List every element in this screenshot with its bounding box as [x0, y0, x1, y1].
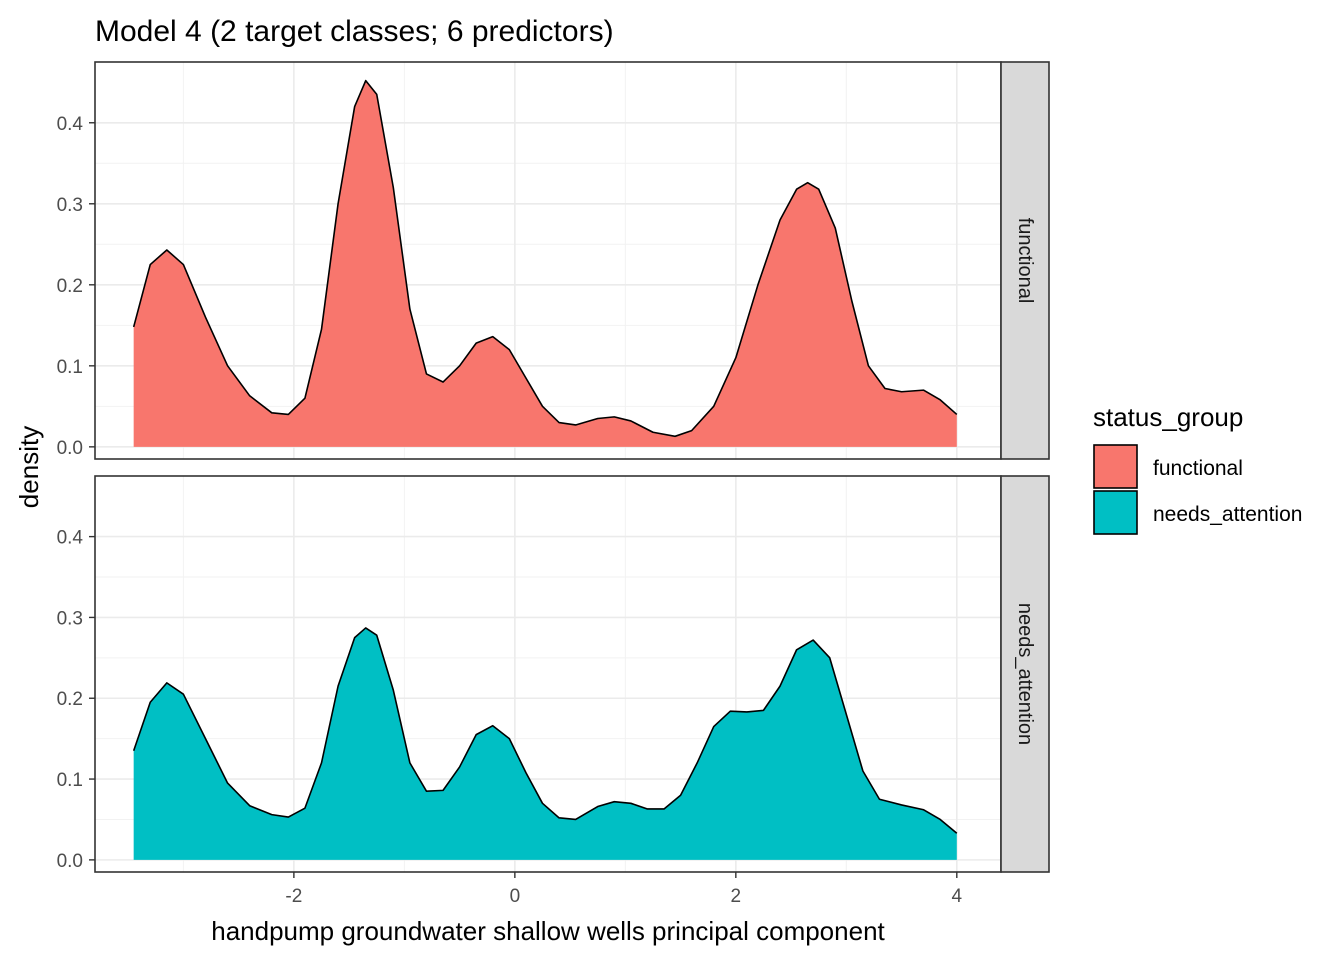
facet-panels: 0.0 0.1 0.2 0.3 0.4 functional 0.0 0.1 0.2 0.3 0.4… — [57, 61, 1050, 907]
y-tick-label: 0.0 — [57, 438, 83, 459]
y-axis-label: density — [14, 426, 44, 508]
legend-label: needs_attention — [1153, 503, 1302, 526]
legend-swatch — [1093, 444, 1138, 489]
y-tick-label: 0.3 — [57, 195, 83, 216]
y-tick-label: 0.1 — [57, 770, 83, 791]
density-area-functional — [133, 80, 957, 447]
x-tick-label: 4 — [952, 886, 963, 907]
y-tick-label: 0.2 — [57, 689, 83, 710]
legend-entry-needs-attention: needs_attention — [1093, 490, 1302, 535]
density-area-needs-attention — [133, 627, 957, 860]
x-tick-label: 0 — [510, 886, 521, 907]
y-tick-label: 0.4 — [57, 114, 84, 135]
x-tick-label: -2 — [285, 886, 302, 907]
x-tick-label: 2 — [731, 886, 742, 907]
legend-title: status_group — [1093, 402, 1243, 432]
y-tick-label: 0.2 — [57, 276, 83, 297]
density-outline-functional — [132, 79, 958, 438]
facet-panel-needs-attention: 0.0 0.1 0.2 0.3 0.4 needs_attention -2 0 2 4 — [57, 475, 1050, 907]
facet-strip — [1000, 475, 1050, 873]
y-tick-label: 0.1 — [57, 357, 83, 378]
density-outline-needs-attention — [132, 627, 958, 834]
y-tick-label: 0.4 — [57, 528, 84, 549]
legend-swatch — [1093, 490, 1138, 535]
x-axis-label: handpump groundwater shallow wells princ… — [211, 916, 885, 946]
legend: status_group functional needs_attention — [1093, 402, 1302, 535]
chart-title: Model 4 (2 target classes; 6 predictors) — [95, 15, 614, 48]
legend-entry-functional: functional — [1093, 444, 1243, 489]
y-tick-label: 0.3 — [57, 608, 83, 629]
facet-strip — [1000, 61, 1050, 460]
facet-panel-functional: 0.0 0.1 0.2 0.3 0.4 functional — [57, 61, 1050, 460]
facet-strip-label: needs_attention — [1014, 603, 1036, 745]
facet-strip-label: functional — [1014, 218, 1036, 304]
legend-label: functional — [1153, 457, 1243, 480]
y-tick-label: 0.0 — [57, 851, 83, 872]
